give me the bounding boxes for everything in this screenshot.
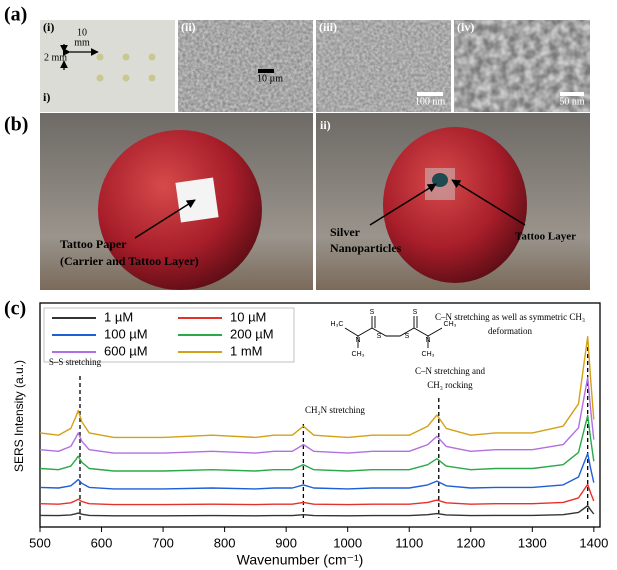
x-tick-label: 1100 <box>395 535 423 550</box>
structure-label: N <box>425 337 430 344</box>
structure-label: N <box>355 337 360 344</box>
x-tick-label: 600 <box>91 535 113 550</box>
scale-label: 10 µm <box>257 73 283 84</box>
panel-label: ii) <box>320 118 331 132</box>
panel-label: (c) <box>4 298 26 320</box>
structure-label: S <box>377 333 382 340</box>
scale-label: 100 nm <box>415 96 446 107</box>
annotation: C–N stretching as well as symmetric CH₃ <box>435 312 585 322</box>
annotation: CH₃ rocking <box>427 380 473 390</box>
x-tick-label: 1200 <box>456 535 485 550</box>
x-tick-label: 800 <box>214 535 236 550</box>
tattoo-paper <box>175 178 218 223</box>
panel-label: i) <box>43 90 50 104</box>
annotation: (Carrier and Tattoo Layer) <box>60 254 199 268</box>
x-tick-label: 900 <box>275 535 297 550</box>
series-line <box>40 506 594 516</box>
annotation: S–S stretching <box>49 357 102 367</box>
legend-label: 1 µM <box>104 309 133 324</box>
x-tick-label: 1300 <box>518 535 547 550</box>
structure-label: CH₃ <box>422 351 435 358</box>
legend-label: 10 µM <box>230 309 266 324</box>
annotation: Silver <box>330 225 361 239</box>
annotation: CH₂N stretching <box>305 405 365 415</box>
structure-label: CH₃ <box>352 351 365 358</box>
annotation: Tattoo Layer <box>515 231 576 243</box>
panel-label: (b) <box>4 114 28 136</box>
structure-label: S <box>370 309 375 316</box>
x-axis-label: Wavenumber (cm⁻¹) <box>237 552 364 568</box>
annotation: C–N stretching and <box>415 366 485 376</box>
dimension-label: mm <box>74 37 90 48</box>
apple <box>383 127 527 283</box>
annotation: deformation <box>488 326 532 336</box>
scale-label: 50 nm <box>559 96 585 107</box>
x-tick-label: 1000 <box>333 535 362 550</box>
photo <box>40 20 175 112</box>
legend-label: 1 mM <box>230 343 263 358</box>
structure-label: S <box>413 309 418 316</box>
y-axis-label: SERS Intensity (a.u.) <box>12 360 26 472</box>
panel-label: (ii) <box>181 20 196 34</box>
figure: (a) (i) 10 mm 2 mm i) (ii) 10 µm (iii) 1… <box>0 0 617 570</box>
series-line <box>40 415 594 471</box>
structure-label: H₃C <box>331 321 344 328</box>
x-tick-label: 500 <box>29 535 51 550</box>
sem-texture <box>178 20 313 112</box>
legend-label: 200 µM <box>230 326 274 341</box>
panel-label: (iv) <box>457 20 474 34</box>
series-line <box>40 377 594 453</box>
structure-label: S <box>405 333 410 340</box>
panel-label: (iii) <box>319 20 337 34</box>
legend-label: 600 µM <box>104 343 148 358</box>
x-tick-label: 700 <box>152 535 174 550</box>
x-tick-label: 1400 <box>579 535 608 550</box>
legend-label: 100 µM <box>104 326 148 341</box>
panel-label: (i) <box>43 20 54 34</box>
annotation: Tattoo Paper <box>60 237 127 251</box>
panel-label: (a) <box>4 4 27 26</box>
dimension-label: 2 mm <box>44 52 67 63</box>
annotation: Nanoparticles <box>330 241 402 255</box>
